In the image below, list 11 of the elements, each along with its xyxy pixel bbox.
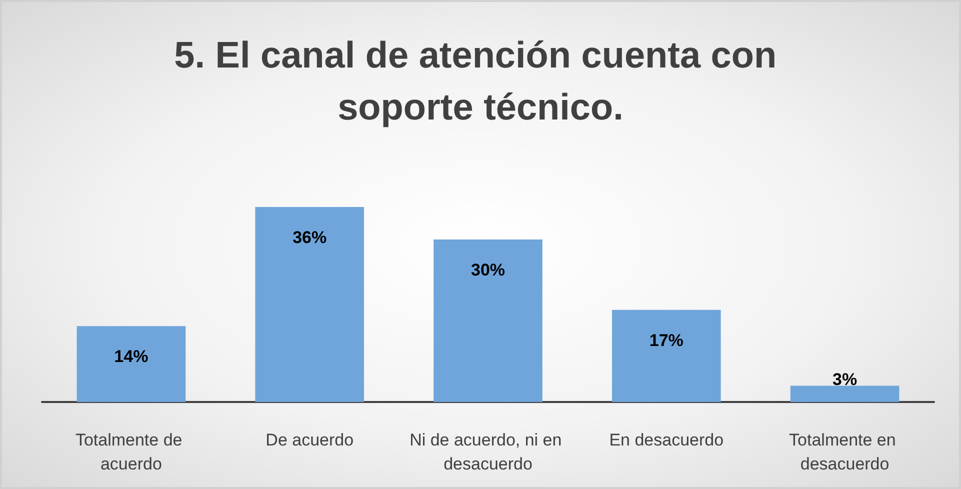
x-tick-label: En desacuerdo — [609, 430, 724, 450]
x-tick-label: Ni de acuerdo, ni en desacuerdo — [410, 430, 566, 474]
x-tick-label: De acuerdo — [266, 430, 354, 450]
data-label: 36% — [292, 228, 327, 247]
data-label: 3% — [832, 370, 858, 389]
x-tick-label: Totalmente en desacuerdo — [789, 430, 901, 474]
data-label: 14% — [114, 347, 148, 366]
chart-title: 5. El canal de atención cuenta con soporte técnico. — [174, 34, 787, 128]
data-label: 30% — [470, 260, 506, 280]
x-tick-label: Totalmente de acuerdo — [75, 430, 187, 474]
data-label: 17% — [649, 330, 684, 350]
